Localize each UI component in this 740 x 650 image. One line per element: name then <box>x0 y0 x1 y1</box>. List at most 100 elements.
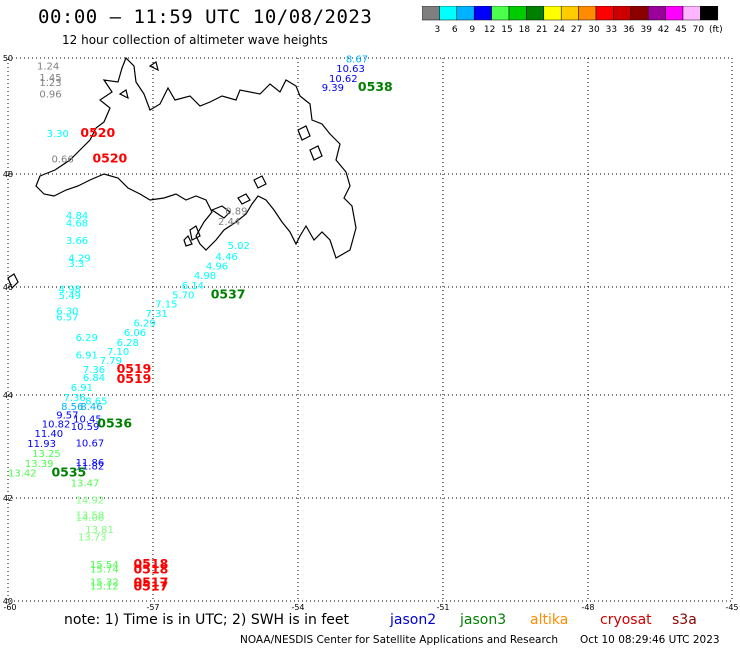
wave-height-value: 10.62 <box>329 74 358 85</box>
color-legend: 3 6 9 12 15 18 21 24 27 30 33 36 39 42 45 70 (ft) <box>422 6 723 35</box>
wave-height-value: 6.29 <box>133 318 155 329</box>
wave-height-value: 14.92 <box>76 496 105 507</box>
pass-time-label: 0520 <box>80 125 115 140</box>
legend-swatch <box>595 6 614 21</box>
wave-height-value: 5.49 <box>59 291 81 302</box>
wave-height-value: 13.81 <box>85 525 114 536</box>
wave-height-value: 11.82 <box>76 462 105 473</box>
legend-tick-label: 42 <box>658 25 669 35</box>
wave-height-value: 9.39 <box>322 83 344 94</box>
legend-swatch <box>630 6 649 21</box>
lat-label: 42 <box>3 494 13 503</box>
satellite-legend-jason2: jason2 <box>390 612 437 628</box>
pass-time-label: 0518 <box>133 556 168 571</box>
wave-height-value: 15.12 <box>90 582 119 593</box>
coastline-newfoundland <box>7 56 357 290</box>
wave-height-value: 6.29 <box>76 333 98 344</box>
wave-height-value: 14.06 <box>76 513 105 524</box>
legend-tick-label: 9 <box>469 25 475 35</box>
wave-height-value: 5.70 <box>172 290 194 301</box>
wave-height-value: 10.82 <box>42 419 71 430</box>
lon-label: -45 <box>725 603 738 612</box>
wave-height-value: 11.93 <box>27 439 56 450</box>
wave-height-value: 15.32 <box>90 578 119 589</box>
wave-height-value: 4.46 <box>216 252 238 263</box>
wave-height-value: 6.06 <box>124 328 146 339</box>
pass-time-label: 0517 <box>133 579 168 594</box>
pass-time-label: 0537 <box>211 286 246 301</box>
legend-tick-label: 33 <box>606 25 617 35</box>
wave-height-value: 3.66 <box>66 236 88 247</box>
wave-height-value: 7.15 <box>155 300 177 311</box>
legend-swatch <box>543 6 562 21</box>
satellite-legend-jason3: jason3 <box>460 612 507 628</box>
legend-tick-label: 30 <box>588 25 600 35</box>
wave-height-value: 6.91 <box>71 383 93 394</box>
legend-tick-label: 15 <box>501 25 512 35</box>
wave-height-value: 15.74 <box>90 565 119 576</box>
wave-height-value: 7.36 <box>83 365 105 376</box>
wave-height-value: 6.14 <box>182 281 204 292</box>
wave-height-value: 3.30 <box>47 129 69 140</box>
wave-height-value: 7.79 <box>100 356 122 367</box>
legend-swatch <box>508 6 527 21</box>
legend-swatch <box>613 6 632 21</box>
wave-height-value: 2.44 <box>218 217 240 228</box>
lon-label: -57 <box>146 603 159 612</box>
pass-time-label: 0518 <box>133 562 168 577</box>
wave-height-value: 3.3 <box>68 259 84 270</box>
pass-time-label: 0536 <box>97 415 132 430</box>
wave-height-value: 0.96 <box>39 89 61 100</box>
wave-height-value: 10.67 <box>76 439 105 450</box>
note-text: note: 1) Time is in UTC; 2) SWH is in fe… <box>64 612 350 628</box>
pass-time-label: 0538 <box>358 79 393 94</box>
lat-label: 46 <box>3 283 13 292</box>
wave-height-value: 9.57 <box>56 411 78 422</box>
wave-height-value: 4.29 <box>68 254 90 265</box>
wave-height-value: 11.40 <box>35 429 64 440</box>
pass-time-label: 0520 <box>92 150 127 165</box>
legend-tick-label: 6 <box>452 25 458 35</box>
page-title: 00:00 — 11:59 UTC 10/08/2023 <box>38 6 373 28</box>
pass-time-label: 0519 <box>117 361 152 376</box>
legend-swatch <box>682 6 701 21</box>
footer-credit: NOAA/NESDIS Center for Satellite Applica… <box>240 634 558 646</box>
legend-tick-label: 70 <box>693 25 705 35</box>
pass-time-label: 0535 <box>51 464 86 479</box>
wave-height-value: 10.45 <box>73 414 102 425</box>
legend-tick-label: 45 <box>675 25 686 35</box>
legend-tick-label: 12 <box>484 25 495 35</box>
legend-swatch <box>456 6 475 21</box>
wave-height-value: 0.89 <box>225 207 247 218</box>
legend-tick-label: 36 <box>623 25 635 35</box>
wave-height-value: 7.36 <box>64 393 86 404</box>
lon-label: -60 <box>3 603 16 612</box>
legend-swatch <box>473 6 492 21</box>
page-subtitle: 12 hour collection of altimeter wave hei… <box>62 33 328 47</box>
wave-height-value: 6.28 <box>117 338 139 349</box>
legend-tick-label: 3 <box>435 25 441 35</box>
satellite-legend-altika: altika <box>530 612 569 628</box>
wave-height-value: 6.30 <box>56 307 78 318</box>
legend-swatch <box>439 6 458 21</box>
wave-height-value: 10.59 <box>71 422 100 433</box>
legend-swatch <box>526 6 545 21</box>
wave-height-value: 15.54 <box>90 560 119 571</box>
wave-height-value: 4.98 <box>194 271 216 282</box>
wave-height-value: 8.67 <box>346 55 368 66</box>
legend-tick-label: 18 <box>519 25 531 35</box>
legend-swatch <box>578 6 597 21</box>
legend-swatch <box>560 6 579 21</box>
wave-height-value: 6.91 <box>76 350 98 361</box>
wave-height-value: 8.65 <box>85 396 107 407</box>
lat-label: 50 <box>3 54 13 63</box>
wave-height-value: 13.39 <box>25 459 54 470</box>
map-frame <box>7 57 733 602</box>
satellite-legend-s3a: s3a <box>672 612 697 628</box>
lat-label: 40 <box>3 597 13 606</box>
lon-label: -54 <box>291 603 304 612</box>
legend-tick-label: 27 <box>571 25 582 35</box>
wave-height-value: 4.98 <box>59 284 81 295</box>
legend-swatch <box>422 6 440 21</box>
